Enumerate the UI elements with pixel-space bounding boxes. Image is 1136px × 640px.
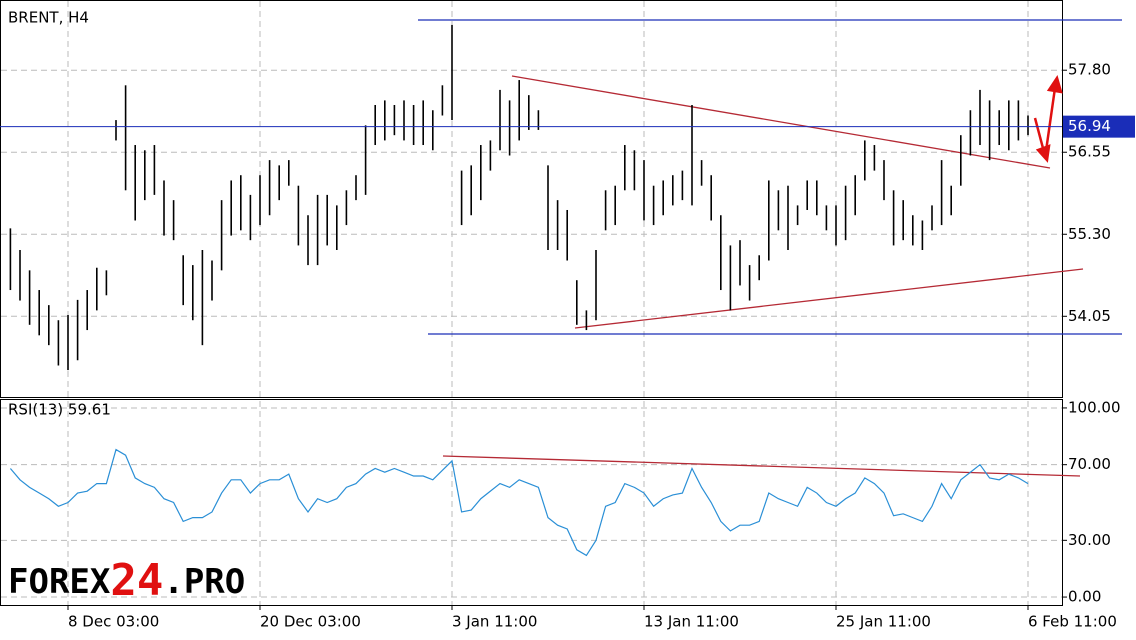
- rsi-trendline: [442, 455, 1081, 477]
- x-tick-label: 13 Jan 11:00: [644, 613, 739, 631]
- y-tick-label: 0.00: [1068, 588, 1101, 606]
- rsi-title: RSI(13) 59.61: [8, 401, 111, 419]
- y-tick-label: 54.05: [1068, 307, 1111, 325]
- last-price-box: [1063, 115, 1135, 138]
- lower-trendline: [574, 268, 1084, 329]
- logo-part: FOREX: [8, 562, 111, 602]
- y-tick-label: 30.00: [1068, 531, 1111, 549]
- last-price-label: 56.94: [1068, 117, 1111, 135]
- x-tick-label: 20 Dec 03:00: [260, 613, 361, 631]
- x-tick-label: 6 Feb 11:00: [1028, 613, 1117, 631]
- x-tick-label: 8 Dec 03:00: [68, 613, 159, 631]
- price-panel-border: [0, 0, 1063, 398]
- y-tick-label: 57.80: [1068, 61, 1111, 79]
- forecast-arrows: [1033, 75, 1063, 163]
- grid-layer: [1, 1, 1062, 605]
- y-tick-label: 55.30: [1068, 225, 1111, 243]
- logo-part: 24: [110, 555, 163, 606]
- chart-title: BRENT, H4: [8, 9, 89, 27]
- rsi-panel-border: [0, 399, 1063, 606]
- y-tick-label: 56.55: [1068, 143, 1111, 161]
- logo-part: .PRO: [163, 562, 245, 602]
- x-tick-label: 3 Jan 11:00: [452, 613, 537, 631]
- x-tick-label: 25 Jan 11:00: [836, 613, 931, 631]
- marks-layer: [0, 24, 1062, 557]
- y-tick-label: 70.00: [1068, 455, 1111, 473]
- rsi-line: [9, 448, 1029, 557]
- logo: FOREX24.PRO: [8, 555, 245, 606]
- y-tick-label: 100.00: [1068, 398, 1121, 416]
